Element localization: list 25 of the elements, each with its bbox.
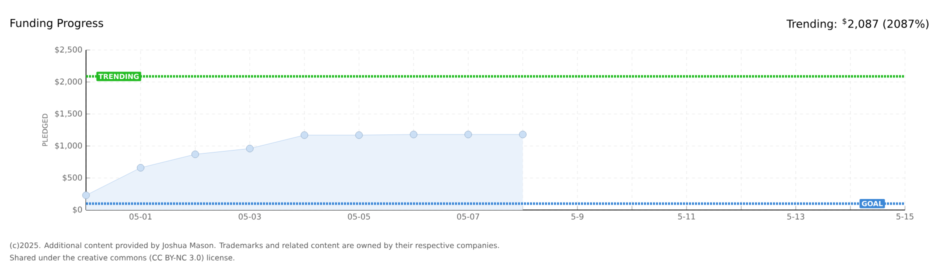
- x-tick-label: 05-01: [130, 214, 152, 220]
- y-tick-label: $500: [62, 174, 82, 182]
- point: [410, 130, 418, 138]
- point: [192, 150, 199, 158]
- x-tick-label: 5-15: [896, 214, 914, 220]
- y-tick-label: $2,000: [55, 78, 82, 86]
- x-tick-label: 5-11: [678, 214, 695, 220]
- x-tick-label: 5-13: [787, 214, 804, 220]
- y-tick-label: $0: [72, 206, 82, 214]
- point: [82, 192, 90, 199]
- x-tick-label: 05-07: [457, 214, 480, 220]
- point: [519, 130, 526, 138]
- y-tick-label: $1,500: [55, 110, 82, 118]
- point: [464, 130, 472, 138]
- x-tick-label: 05-05: [348, 214, 370, 220]
- point: [136, 164, 144, 172]
- chart-subtitle: Trending: $^{$}$2,087 (2087%): [786, 18, 928, 30]
- point: [355, 131, 363, 139]
- point: [246, 144, 254, 152]
- x-tick-label: 5-9: [571, 214, 584, 220]
- y-tick-label: $2,500: [55, 46, 82, 54]
- chart-title: Funding Progress: [10, 18, 104, 30]
- point: [300, 131, 308, 139]
- y-tick-label: $1,000: [55, 142, 82, 150]
- x-tick-label: 05-03: [238, 214, 261, 220]
